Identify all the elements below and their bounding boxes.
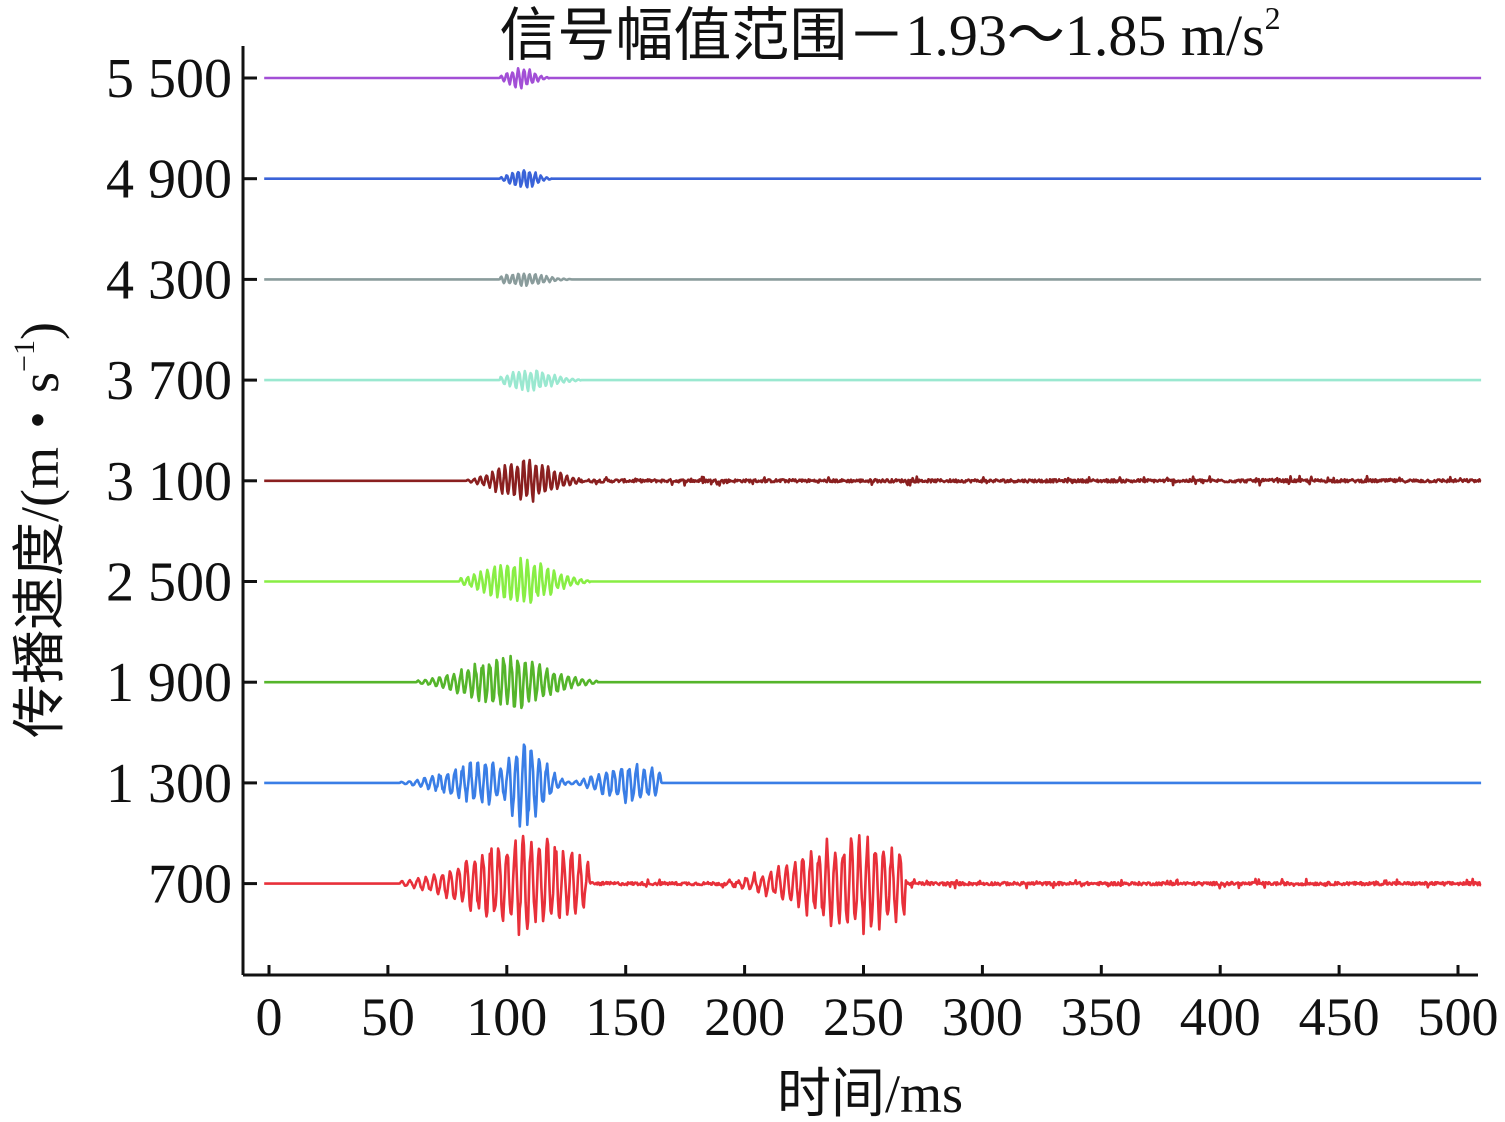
- trace-3100: [263, 458, 1482, 503]
- y-tick-label: 3 100: [106, 451, 232, 513]
- y-tick-label: 2 500: [106, 552, 232, 614]
- signal-traces: [263, 67, 1482, 937]
- x-tick-label: 0: [256, 987, 283, 1047]
- chart-title-main: 信号幅值范围－1.93～1.85 m/s: [499, 3, 1264, 68]
- trace-1300: [263, 743, 1482, 828]
- trace-5500: [263, 67, 1482, 90]
- x-tick-label: 500: [1418, 987, 1499, 1047]
- y-tick-label: 1 300: [106, 753, 232, 815]
- trace-4900: [263, 169, 1482, 189]
- y-tick-label: 3 700: [106, 350, 232, 412]
- y-axis-label: 传播速度/(m・s−1): [8, 322, 70, 738]
- x-tick-label: 450: [1299, 987, 1380, 1047]
- y-axis-label-sup: −1: [8, 340, 41, 372]
- y-tick-label: 1 900: [106, 652, 232, 714]
- y-tick-label: 4 900: [106, 149, 232, 211]
- x-tick-label: 100: [466, 987, 547, 1047]
- x-tick-label: 300: [942, 987, 1023, 1047]
- trace-1900: [263, 654, 1482, 710]
- x-tick-label: 400: [1180, 987, 1261, 1047]
- trace-2500: [263, 556, 1482, 604]
- x-tick-label: 200: [704, 987, 785, 1047]
- y-ticks: 5 500 4 900 4 300 3 700 3 100 2 500 1 900 1 300…: [106, 48, 257, 916]
- x-tick-label: 150: [585, 987, 666, 1047]
- x-tick-label: 50: [361, 987, 415, 1047]
- y-tick-label: 5 500: [106, 48, 232, 110]
- trace-700: [263, 834, 1482, 937]
- chart-title-sup: 2: [1265, 0, 1281, 36]
- y-tick-label: 700: [148, 854, 232, 916]
- x-axis-label: 时间/ms: [777, 1064, 963, 1122]
- trace-4300: [263, 272, 1482, 287]
- x-tick-label: 250: [823, 987, 904, 1047]
- y-tick-label: 4 300: [106, 249, 232, 311]
- chart-title: 信号幅值范围－1.93～1.85 m/s2: [499, 0, 1280, 68]
- y-axis-label-main: 传播速度/(m・s: [10, 372, 70, 738]
- trace-3700: [263, 369, 1482, 393]
- x-ticks: 0 50 100 150 200 250 300 350 400 450 500: [256, 965, 1499, 1047]
- x-tick-label: 350: [1061, 987, 1142, 1047]
- y-axis-label-close: ): [10, 322, 70, 340]
